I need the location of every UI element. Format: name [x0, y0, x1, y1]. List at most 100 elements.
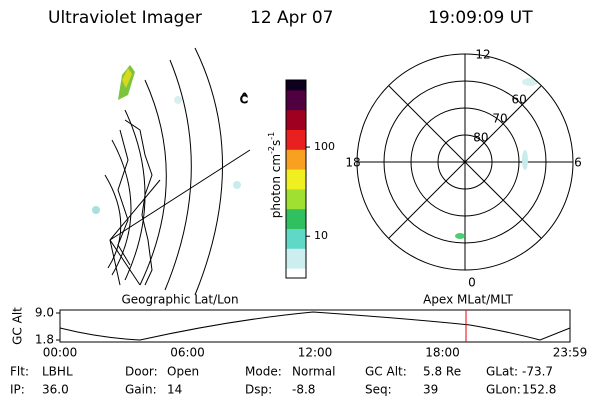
- colorbar-cell: [286, 93, 306, 97]
- mlt-label: 12: [475, 48, 490, 62]
- left-label: Geographic Lat/Lon: [121, 293, 238, 307]
- field-value: LBHL: [42, 365, 73, 379]
- colorbar-cell: [286, 142, 306, 147]
- colorbar-cell: [286, 221, 306, 226]
- ring-label: 60: [511, 92, 526, 106]
- field-label: GLat:: [486, 365, 518, 379]
- colorbar-cell: [286, 228, 306, 233]
- colorbar-cell: [286, 208, 306, 213]
- colorbar-tick-label: 10: [314, 229, 328, 242]
- colorbar-cell: [286, 261, 306, 266]
- colorbar-cell: [286, 245, 306, 249]
- field-label: Seq:: [365, 383, 392, 397]
- field-value: 36.0: [42, 383, 69, 397]
- ring-label: 70: [492, 111, 507, 125]
- colorbar-cell: [286, 258, 306, 262]
- colorbar-cell: [286, 241, 306, 246]
- field-value: 5.8 Re: [423, 365, 461, 379]
- colorbar-label: photon cm-2s-1: [267, 132, 283, 219]
- colorbar-cell: [286, 212, 306, 216]
- field-label: Dsp:: [245, 383, 272, 397]
- colorbar-cell: [286, 188, 306, 193]
- colorbar-cell: [286, 122, 306, 127]
- colorbar-cell: [286, 225, 306, 229]
- colorbar-cell: [286, 182, 306, 187]
- colorbar-cell: [286, 205, 306, 210]
- time-label: 00:00: [43, 346, 78, 360]
- time-label: 23:59: [553, 346, 588, 360]
- colorbar-frame: [285, 79, 307, 279]
- mlt-label: 6: [574, 156, 582, 170]
- ring-label: 80: [473, 131, 488, 145]
- colorbar-cell: [286, 202, 306, 206]
- colorbar-cell: [286, 136, 306, 140]
- colorbar-cell: [286, 103, 306, 107]
- field-label: GLon:: [486, 383, 521, 397]
- colorbar-cell: [286, 165, 306, 170]
- lat-ring: [356, 53, 574, 271]
- colorbar-cell: [286, 172, 306, 177]
- title: Ultraviolet Imager: [48, 8, 202, 28]
- y-tick-label: 1.8: [35, 333, 54, 347]
- colorbar-cell: [286, 149, 306, 154]
- field-value: -8.8: [292, 383, 315, 397]
- colorbar-cell: [286, 83, 306, 88]
- colorbar-cell: [286, 139, 306, 144]
- right-label: Apex MLat/MLT: [423, 293, 513, 307]
- colorbar-cell: [286, 113, 306, 117]
- colorbar-cell: [286, 152, 306, 157]
- colorbar-cell: [286, 274, 306, 279]
- colorbar-cell: [286, 271, 306, 276]
- field-label: GC Alt:: [365, 365, 407, 379]
- colorbar-tick-label: 100: [314, 140, 335, 153]
- y-tick-label: 9.0: [35, 306, 54, 320]
- emission: [522, 78, 538, 86]
- time-label: 12:00: [298, 346, 333, 360]
- colorbar-cell: [286, 132, 306, 137]
- mlt-label: 0: [468, 276, 476, 290]
- colorbar-cell: [286, 89, 306, 94]
- altitude-axis: 9.0 1.800:00 06:00 12:00 18:00 23:59: [35, 306, 587, 360]
- field-label: Door:: [125, 365, 158, 379]
- altitude-frame: [59, 309, 571, 343]
- axis: [388, 85, 542, 239]
- time-label: 06:00: [170, 346, 205, 360]
- colorbar: 100 10: [285, 79, 335, 279]
- colorbar-cell: [286, 106, 306, 111]
- colorbar-cell: [286, 109, 306, 114]
- field-value: -73.7: [522, 365, 553, 379]
- emission: [522, 150, 528, 170]
- map: Ĉ: [92, 47, 251, 296]
- colorbar-cell: [286, 195, 306, 200]
- lat-ring: [437, 134, 493, 190]
- colorbar-cell: [286, 215, 306, 220]
- colorbar-cell: [286, 146, 306, 150]
- colorbar-cell: [286, 162, 306, 167]
- colorbar-cell: [286, 159, 306, 163]
- colorbar-cell: [286, 86, 306, 91]
- colorbar-cell: [286, 254, 306, 259]
- colorbar-cell: [286, 198, 306, 203]
- colorbar-cell: [286, 175, 306, 180]
- colorbar-cell: [286, 231, 306, 236]
- colorbar-cell: [286, 126, 306, 130]
- colorbar-cell: [286, 129, 306, 134]
- field-value: 14: [167, 383, 182, 397]
- lat-ring: [410, 107, 520, 217]
- colorbar-cell: [286, 251, 306, 256]
- colorbar-cell: [286, 96, 306, 101]
- field-value: Open: [167, 365, 199, 379]
- colorbar-cell: [286, 155, 306, 160]
- field-label: IP:: [10, 383, 25, 397]
- colorbar-cell: [286, 179, 306, 183]
- altitude-label: GC Alt: [11, 307, 25, 345]
- field-label: Mode:: [245, 365, 282, 379]
- date: 12 Apr 07: [250, 8, 333, 28]
- field-label: Gain:: [125, 383, 157, 397]
- colorbar-cell: [286, 218, 306, 223]
- time-label: 18:00: [425, 346, 460, 360]
- colorbar-cell: [286, 192, 306, 196]
- svg-text:Ĉ: Ĉ: [240, 93, 248, 106]
